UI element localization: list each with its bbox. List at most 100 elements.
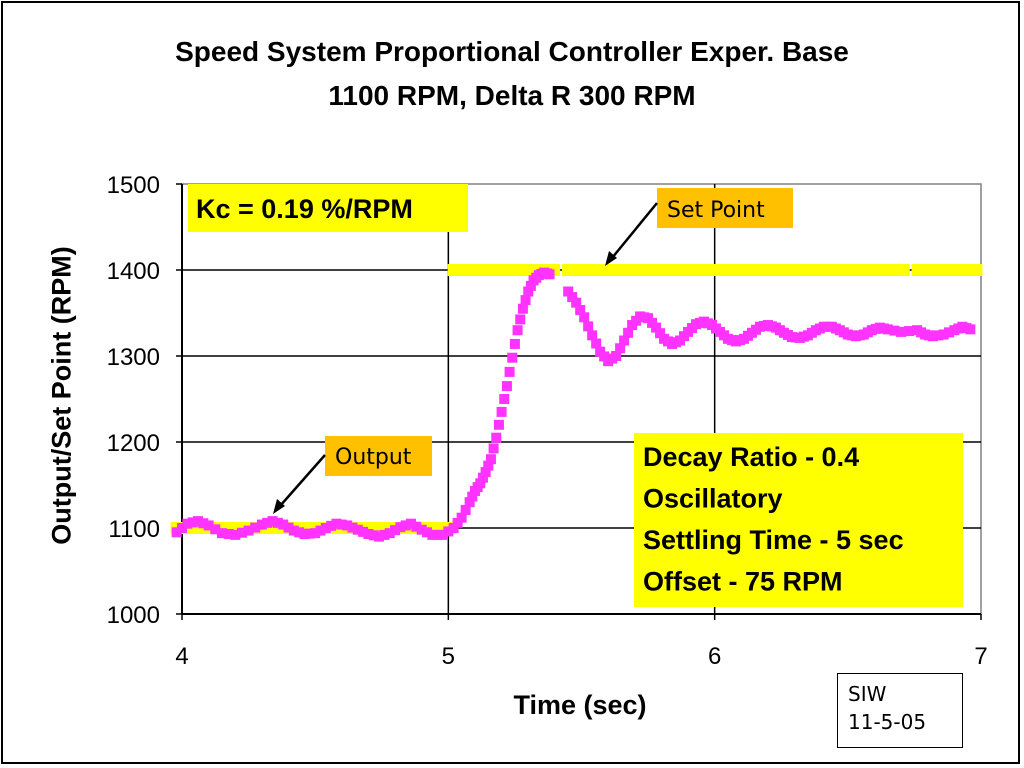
output-marker — [216, 528, 227, 539]
output-marker — [171, 527, 182, 538]
chart-subtitle: 1100 RPM, Delta R 300 RPM — [328, 80, 696, 111]
output-marker — [438, 529, 449, 540]
output-label-box — [325, 436, 432, 476]
output-marker — [483, 460, 494, 471]
y-tick-label: 1000 — [107, 602, 160, 629]
y-tick-label: 1100 — [108, 516, 160, 543]
metrics-line: Oscillatory — [643, 484, 783, 514]
output-marker — [203, 520, 214, 531]
output-marker — [452, 517, 463, 528]
output-marker — [304, 528, 315, 539]
output-marker — [544, 269, 555, 280]
output-marker — [416, 524, 427, 535]
output-marker — [236, 527, 247, 538]
y-tick-label: 1200 — [107, 430, 160, 457]
output-marker — [520, 295, 531, 306]
output-marker — [411, 521, 422, 532]
output-arrowhead — [273, 499, 285, 514]
setpoint-label: Set Point — [667, 198, 765, 223]
output-marker — [591, 338, 602, 349]
output-marker — [965, 324, 976, 335]
output-marker — [358, 526, 369, 537]
output-marker — [272, 517, 283, 528]
output-marker — [374, 531, 385, 542]
output-marker — [575, 304, 586, 315]
chart-title: Speed System Proportional Controller Exp… — [175, 36, 849, 67]
output-marker — [525, 280, 536, 291]
output-marker — [882, 324, 893, 335]
output-marker — [262, 517, 273, 528]
output-marker — [587, 330, 598, 341]
output-marker — [267, 516, 278, 527]
setpoint-label-box — [657, 188, 793, 228]
metrics-box — [634, 433, 963, 607]
output-marker — [448, 523, 459, 533]
output-marker — [283, 522, 294, 533]
output-marker — [491, 432, 502, 443]
output-marker — [331, 518, 342, 529]
output-marker — [315, 525, 326, 536]
gain-box — [188, 184, 468, 232]
output-marker — [938, 329, 949, 340]
output-marker — [579, 312, 590, 323]
output-marker — [504, 366, 515, 377]
output-marker — [230, 529, 241, 540]
output-marker — [563, 286, 574, 297]
output-marker — [192, 516, 203, 527]
output-marker — [299, 529, 310, 540]
output-marker — [571, 297, 582, 308]
output-marker — [485, 454, 496, 465]
output-marker — [567, 292, 578, 303]
output-marker — [517, 303, 528, 314]
output-marker — [896, 326, 907, 337]
output-marker — [368, 530, 379, 541]
output-marker — [456, 512, 467, 523]
output-marker — [400, 520, 411, 531]
output-marker — [655, 328, 666, 339]
output-marker — [347, 522, 358, 533]
gain-label: Kc = 0.19 %/RPM — [196, 194, 413, 224]
output-marker — [480, 467, 491, 478]
output-marker — [363, 529, 374, 540]
output-marker — [182, 518, 193, 529]
output-marker — [944, 327, 955, 338]
x-axis-label: Time (sec) — [513, 690, 647, 720]
setpoint-arrow — [611, 202, 658, 259]
output-marker — [198, 518, 209, 529]
output-marker — [288, 525, 299, 536]
output-marker — [512, 325, 523, 336]
output-marker — [501, 381, 512, 392]
output-marker — [623, 327, 634, 338]
x-tick-label: 4 — [175, 643, 188, 670]
output-marker — [342, 520, 353, 531]
y-axis-label: Output/Set Point (RPM) — [46, 246, 77, 545]
output-marker — [515, 314, 526, 325]
stamp-date: 11-5-05 — [848, 710, 927, 734]
metrics-line: Settling Time - 5 sec — [643, 525, 904, 555]
output-marker — [475, 478, 486, 489]
output-marker — [278, 519, 289, 530]
output-marker — [467, 491, 478, 502]
output-marker — [488, 443, 499, 454]
y-tick-label: 1500 — [107, 172, 160, 199]
output-marker — [651, 322, 662, 333]
setpoint-arrowhead — [605, 251, 617, 266]
output-marker — [507, 352, 518, 363]
output-marker — [250, 522, 261, 533]
output-marker — [464, 497, 475, 508]
setpoint-marker — [897, 264, 910, 276]
output-marker — [310, 528, 321, 539]
output-marker — [499, 394, 510, 404]
y-tick-label: 1400 — [107, 258, 160, 285]
output-marker — [928, 331, 939, 342]
output-marker — [509, 338, 520, 349]
output-marker — [493, 419, 504, 430]
output-marker — [379, 529, 390, 540]
output-marker — [523, 286, 534, 297]
output-marker — [320, 523, 331, 533]
output-marker — [583, 321, 594, 332]
output-marker — [477, 472, 488, 483]
output-marker — [177, 523, 187, 533]
x-tick-label: 5 — [442, 643, 455, 670]
